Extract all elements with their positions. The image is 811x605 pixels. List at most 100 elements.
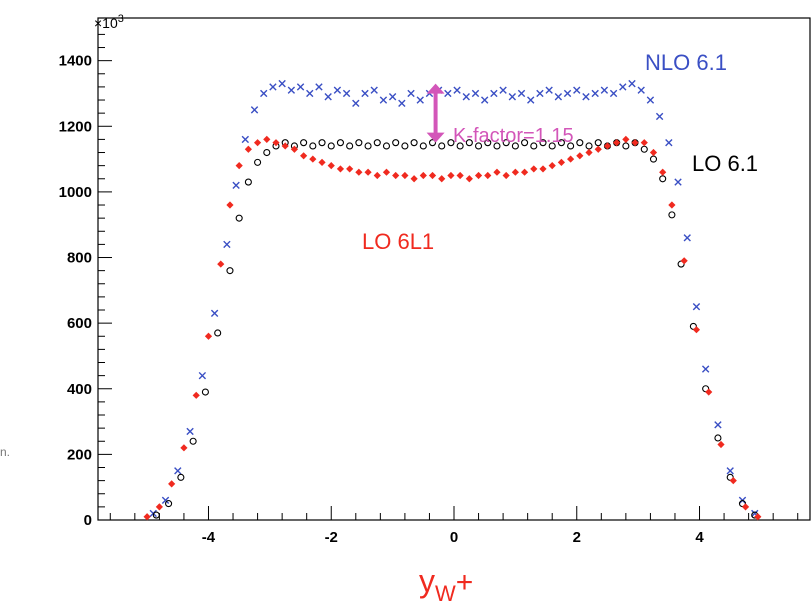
- nlo-point: [198, 371, 207, 380]
- nlo-point: [306, 89, 314, 98]
- nlo-point: [619, 83, 627, 91]
- lo6l1-point: [520, 168, 529, 176]
- nlo-point: [379, 96, 388, 104]
- lo6l1-point: [465, 175, 473, 183]
- nlo-point: [683, 234, 691, 242]
- lo-point: [346, 142, 354, 150]
- lo6l1-point: [567, 155, 575, 163]
- nlo-point: [692, 303, 701, 311]
- nlo-point: [260, 89, 268, 98]
- lo6l1-point: [576, 152, 584, 160]
- y-tick-label: 400: [67, 381, 92, 398]
- nlo-point: [250, 106, 259, 114]
- plot-frame: [97, 17, 811, 521]
- lo6l1-point: [419, 171, 427, 180]
- lo-point: [165, 500, 173, 508]
- lo6l1-point: [754, 513, 762, 521]
- lo6l1-point: [392, 171, 400, 180]
- nlo-point: [453, 86, 461, 94]
- nlo-point: [646, 96, 655, 104]
- lo-point: [235, 214, 243, 222]
- lo-point: [263, 148, 271, 157]
- nlo-point: [591, 89, 599, 98]
- lo6l1-point: [456, 171, 464, 180]
- k-factor-arrow-head-up: [426, 83, 445, 94]
- lo6l1-point: [717, 440, 725, 449]
- lo-point: [177, 473, 185, 481]
- lo-point: [521, 139, 529, 147]
- nlo-point: [471, 89, 480, 98]
- nlo-point: [714, 421, 722, 429]
- lo-point: [419, 142, 427, 150]
- y-tick-label: 600: [67, 315, 92, 332]
- nlo-point: [527, 96, 535, 104]
- lo6l1-point: [668, 201, 676, 209]
- lo-point: [364, 142, 372, 150]
- lo-point: [484, 139, 492, 147]
- nlo-point: [186, 427, 194, 436]
- series-cross: [149, 79, 759, 518]
- nlo-point: [352, 99, 360, 108]
- nlo-point: [674, 178, 682, 186]
- lo-point: [382, 142, 391, 150]
- lo-point: [428, 139, 437, 147]
- lo-point: [300, 139, 308, 147]
- cropped-side-text: n.: [0, 445, 11, 459]
- lo6l1-point: [300, 152, 308, 160]
- lo6l1-point: [659, 168, 667, 176]
- lo-point: [548, 142, 556, 150]
- lo6l1-point: [327, 162, 335, 170]
- lo6l1-point: [355, 168, 363, 176]
- series-diamond: [143, 135, 762, 521]
- lo6l1-point: [364, 168, 372, 176]
- k-factor-arrow-head-down: [426, 132, 445, 143]
- lo-point: [318, 139, 326, 147]
- lo-point: [475, 142, 483, 150]
- lo-point: [714, 434, 722, 442]
- lo-point: [309, 142, 317, 150]
- nlo-point: [444, 89, 452, 98]
- lo6l1-point: [741, 503, 750, 511]
- lo6l1-point: [585, 148, 593, 157]
- nlo-point: [388, 93, 397, 101]
- lo-point: [226, 267, 234, 275]
- nlo-point: [480, 96, 489, 104]
- lo6l1-point: [631, 139, 639, 147]
- lo6l1-point: [692, 326, 701, 334]
- lo6l1-point: [382, 168, 391, 176]
- nlo-point: [628, 79, 636, 88]
- nlo-point: [361, 89, 369, 98]
- nlo-point: [637, 86, 645, 94]
- nlo-point: [324, 93, 332, 101]
- lo-point: [530, 142, 538, 150]
- nlo-point: [223, 240, 231, 249]
- lo-point: [327, 142, 335, 150]
- lo6l1-point: [594, 145, 602, 153]
- nlo-point: [517, 89, 526, 98]
- nlo-point: [554, 93, 563, 101]
- lo6l1-point: [548, 162, 556, 170]
- y-tick-label: 0: [84, 512, 92, 529]
- nlo-point: [416, 96, 424, 104]
- x-tick-label: 2: [573, 529, 581, 546]
- legend-label-nlo: NLO 6.1: [645, 50, 727, 75]
- lo6l1-point: [192, 391, 200, 399]
- lo-point: [493, 142, 501, 150]
- data-marks: [143, 79, 762, 521]
- lo-point: [447, 139, 455, 147]
- lo6l1-point: [272, 139, 280, 147]
- nlo-point: [545, 86, 553, 94]
- nlo-point: [287, 86, 296, 94]
- lo6l1-point: [622, 135, 630, 143]
- lo-point: [567, 142, 575, 150]
- lo-point: [214, 329, 222, 337]
- lo6l1-point: [428, 171, 437, 180]
- lo6l1-point: [155, 503, 163, 511]
- nlo-point: [296, 83, 305, 91]
- k-factor-label: K-factor=1.15: [453, 125, 574, 147]
- legend-label-lo6l1: LO 6L1: [362, 229, 434, 254]
- lo6l1-point: [729, 477, 737, 485]
- lo6l1-point: [143, 513, 151, 521]
- nlo-point: [269, 83, 277, 91]
- lo-point: [557, 139, 565, 147]
